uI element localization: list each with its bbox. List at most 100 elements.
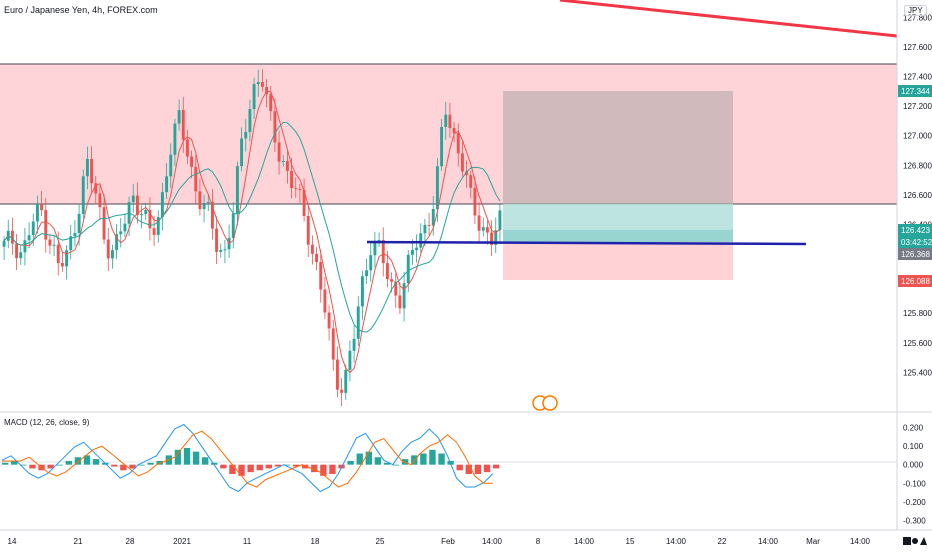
candle-body[interactable]	[423, 224, 427, 234]
candle-body[interactable]	[48, 239, 52, 246]
candle-body[interactable]	[494, 230, 498, 245]
candle-body[interactable]	[110, 250, 114, 259]
candle-body[interactable]	[156, 217, 160, 235]
candle-body[interactable]	[444, 114, 448, 127]
resistance-zone[interactable]	[0, 64, 897, 204]
candle-body[interactable]	[294, 188, 298, 190]
candle-body[interactable]	[31, 221, 35, 236]
candle-body[interactable]	[173, 123, 177, 155]
candle-body[interactable]	[202, 202, 206, 210]
candle-body[interactable]	[402, 283, 406, 309]
candle-body[interactable]	[252, 84, 256, 110]
candle-body[interactable]	[340, 389, 344, 393]
candle-body[interactable]	[27, 235, 31, 241]
candle-body[interactable]	[373, 240, 377, 256]
candle-body[interactable]	[319, 262, 323, 290]
candle-body[interactable]	[435, 166, 439, 210]
candle-body[interactable]	[277, 142, 281, 162]
candle-body[interactable]	[356, 306, 360, 339]
long-stop-box[interactable]	[503, 242, 733, 280]
candle-body[interactable]	[131, 195, 135, 203]
candle-body[interactable]	[235, 166, 239, 214]
candle-body[interactable]	[381, 239, 385, 264]
candle-body[interactable]	[135, 195, 139, 216]
candle-body[interactable]	[260, 81, 264, 87]
candle-body[interactable]	[490, 232, 494, 245]
candle-body[interactable]	[360, 276, 364, 307]
long-target-box[interactable]	[503, 91, 733, 204]
candle-body[interactable]	[315, 253, 319, 263]
candle-body[interactable]	[10, 230, 14, 244]
candle-body[interactable]	[56, 244, 60, 264]
events-marker[interactable]	[532, 395, 558, 411]
support-line[interactable]	[366, 240, 807, 246]
candle-body[interactable]	[65, 250, 69, 267]
candle-body[interactable]	[344, 369, 348, 393]
candle-body[interactable]	[210, 201, 214, 229]
candle-body[interactable]	[102, 207, 106, 240]
candle-body[interactable]	[152, 228, 156, 235]
candle-body[interactable]	[265, 86, 269, 95]
candle-body[interactable]	[369, 255, 373, 271]
candle-body[interactable]	[331, 328, 335, 360]
candle-body[interactable]	[2, 240, 6, 247]
candle-body[interactable]	[165, 176, 169, 193]
candle-body[interactable]	[73, 233, 77, 237]
candle-body[interactable]	[23, 240, 27, 253]
candle-body[interactable]	[365, 270, 369, 277]
currency-label[interactable]: JPY	[904, 5, 927, 16]
candle-body[interactable]	[248, 109, 252, 132]
candle-body[interactable]	[181, 110, 185, 140]
candle-body[interactable]	[190, 156, 194, 167]
candle-body[interactable]	[94, 183, 98, 194]
candle-body[interactable]	[256, 81, 260, 85]
candle-body[interactable]	[298, 188, 302, 190]
candle-body[interactable]	[440, 126, 444, 167]
candle-body[interactable]	[406, 254, 410, 284]
candle-body[interactable]	[90, 158, 94, 184]
candle-body[interactable]	[119, 231, 123, 235]
candle-body[interactable]	[431, 209, 435, 226]
candle-body[interactable]	[215, 228, 219, 252]
candle-body[interactable]	[240, 138, 244, 167]
candle-body[interactable]	[244, 131, 248, 139]
candle-body[interactable]	[390, 279, 394, 282]
candle-body[interactable]	[123, 223, 127, 232]
candle-body[interactable]	[448, 114, 452, 129]
candle-body[interactable]	[60, 263, 64, 267]
candle-body[interactable]	[77, 213, 81, 234]
candle-body[interactable]	[352, 338, 356, 351]
candle-body[interactable]	[398, 295, 402, 309]
candle-body[interactable]	[452, 128, 456, 134]
candle-body[interactable]	[140, 214, 144, 216]
candle-body[interactable]	[52, 244, 56, 246]
candle-body[interactable]	[310, 244, 314, 254]
candle-body[interactable]	[285, 160, 289, 171]
candle-body[interactable]	[148, 209, 152, 229]
candle-body[interactable]	[335, 359, 339, 390]
candle-body[interactable]	[456, 133, 460, 154]
candle-body[interactable]	[348, 350, 352, 370]
candle-body[interactable]	[144, 209, 148, 215]
candle-body[interactable]	[198, 191, 202, 210]
candle-body[interactable]	[223, 249, 227, 251]
long-profit-box[interactable]	[503, 204, 733, 230]
candle-body[interactable]	[194, 166, 198, 192]
candle-body[interactable]	[281, 160, 285, 162]
candle-body[interactable]	[206, 201, 210, 203]
candle-body[interactable]	[498, 210, 502, 231]
candle-body[interactable]	[44, 210, 48, 240]
candle-body[interactable]	[15, 243, 19, 259]
candle-body[interactable]	[106, 239, 110, 259]
candle-body[interactable]	[485, 227, 489, 233]
candle-body[interactable]	[377, 239, 381, 241]
candle-body[interactable]	[40, 203, 44, 211]
candle-body[interactable]	[473, 187, 477, 216]
candle-body[interactable]	[219, 249, 223, 252]
candle-body[interactable]	[306, 216, 310, 245]
candle-body[interactable]	[477, 215, 481, 231]
candle-body[interactable]	[169, 154, 173, 177]
candle-body[interactable]	[85, 158, 89, 177]
candle-body[interactable]	[269, 94, 273, 112]
